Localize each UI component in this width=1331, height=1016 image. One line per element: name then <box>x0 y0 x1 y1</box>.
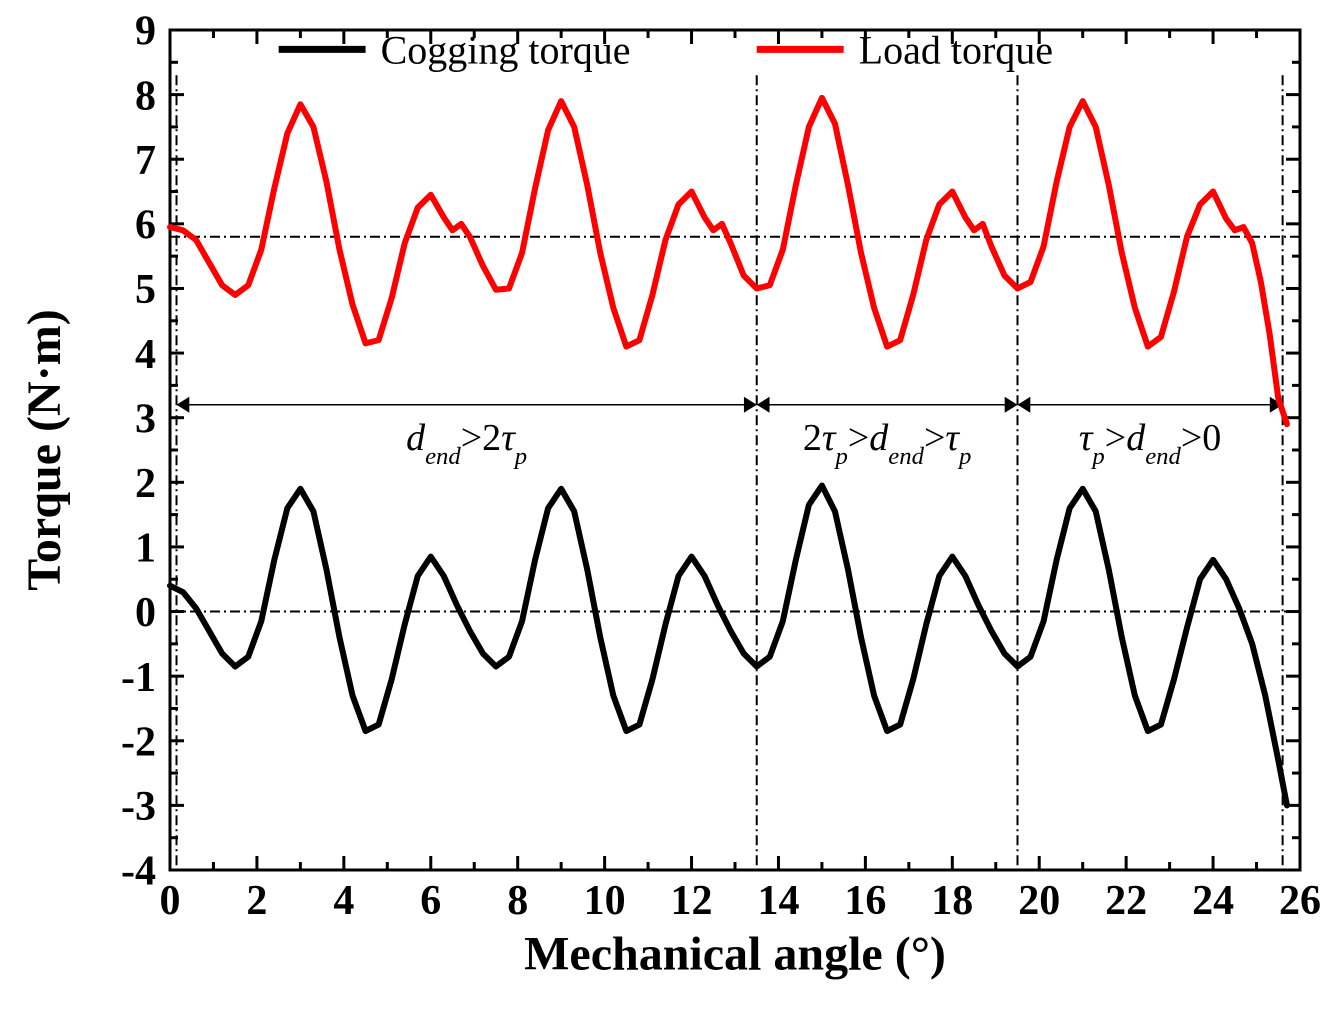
y-tick-label: 2 <box>135 461 156 507</box>
x-tick-label: 14 <box>757 878 799 924</box>
y-tick-label: -3 <box>121 784 156 830</box>
series-load-torque <box>170 98 1287 424</box>
x-tick-label: 6 <box>420 878 441 924</box>
x-tick-label: 24 <box>1192 878 1234 924</box>
x-tick-label: 18 <box>931 878 973 924</box>
y-tick-label: 3 <box>135 396 156 442</box>
x-tick-label: 22 <box>1105 878 1147 924</box>
y-axis-label: Torque (N·m) <box>18 309 71 590</box>
reference-lines <box>170 75 1300 870</box>
y-tick-label: 4 <box>135 332 156 378</box>
y-tick-label: 9 <box>135 9 156 55</box>
x-tick-label: 4 <box>333 878 354 924</box>
x-tick-label: 16 <box>844 878 886 924</box>
x-tick-label: 12 <box>671 878 713 924</box>
x-axis-label: Mechanical angle (°) <box>524 927 946 980</box>
y-tick-label: 1 <box>135 526 156 572</box>
y-tick-label: -1 <box>121 655 156 701</box>
y-tick-label: 0 <box>135 590 156 636</box>
x-tick-label: 0 <box>160 878 181 924</box>
torque-chart: 02468101214161820222426-4-3-2-1012345678… <box>0 0 1331 1016</box>
x-tick-label: 2 <box>246 878 267 924</box>
region-label: dend>2τp <box>406 417 527 470</box>
x-tick-label: 20 <box>1018 878 1060 924</box>
tick-labels: 02468101214161820222426-4-3-2-1012345678… <box>121 9 1321 924</box>
x-tick-label: 26 <box>1279 878 1321 924</box>
series-cogging-torque <box>170 486 1287 806</box>
x-tick-label: 8 <box>507 878 528 924</box>
y-tick-label: 6 <box>135 203 156 249</box>
y-tick-label: 7 <box>135 138 156 184</box>
region-label: τp>dend>0 <box>1079 417 1221 470</box>
legend: Cogging torque Load torque <box>279 27 1053 72</box>
y-tick-label: 5 <box>135 267 156 313</box>
x-tick-label: 10 <box>584 878 626 924</box>
region-label: 2τp>dend>τp <box>803 417 971 470</box>
y-tick-label: 8 <box>135 73 156 119</box>
y-tick-label: -4 <box>121 849 156 895</box>
legend-label: Cogging torque <box>381 27 631 72</box>
y-tick-label: -2 <box>121 719 156 765</box>
region-annotations: dend>2τp 2τp>dend>τp τp>dend>0 <box>177 397 1283 470</box>
legend-label: Load torque <box>859 27 1053 72</box>
